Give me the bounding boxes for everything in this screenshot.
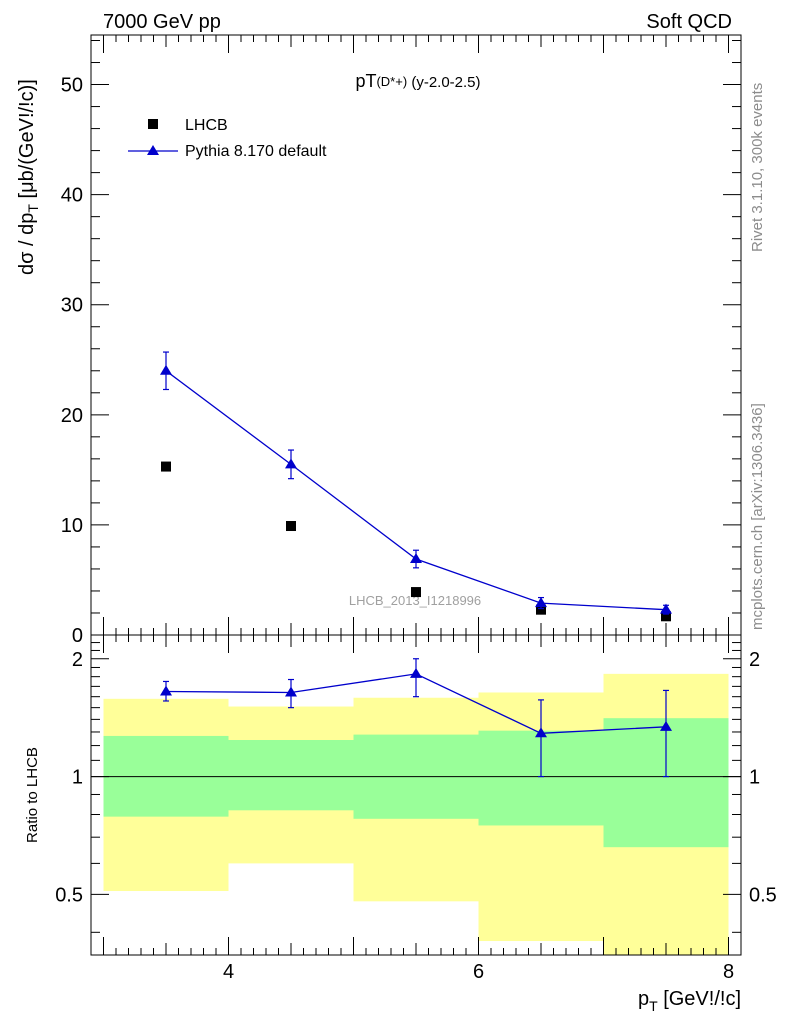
ratio-y-tick-label-right: 2: [749, 649, 760, 671]
ratio-y-tick-label-right: 1: [749, 767, 760, 789]
pythia-point: [660, 603, 672, 614]
top-plot-area: [160, 351, 672, 622]
ratio-point: [285, 686, 297, 697]
legend-marker-pythia: [147, 145, 159, 155]
ratio-point: [160, 685, 172, 696]
x-tick-label: 8: [723, 961, 734, 983]
ratio-y-tick-label: 1: [72, 767, 83, 789]
rivet-label: Rivet 3.1.10, 300k events: [749, 83, 766, 252]
ratio-plot-area: [91, 658, 741, 955]
ratio-point: [535, 727, 547, 738]
uncertainty-band-inner: [228, 740, 354, 811]
pythia-point: [285, 458, 297, 469]
ratio-y-tick-label: 0.5: [55, 884, 83, 906]
pythia-point: [160, 364, 172, 375]
top-y-axis: 0 10 20 30 40 50: [61, 40, 741, 647]
lhcb-point: [661, 611, 671, 622]
legend-label-lhcb: LHCB: [185, 117, 228, 134]
top-title: pT(D*+) (y-2.0-2.5): [355, 71, 480, 91]
pythia-line: [165, 370, 667, 611]
lhcb-point: [161, 461, 171, 472]
top-y-tick-label: 40: [61, 185, 83, 207]
ratio-y-tick-label: 2: [72, 649, 83, 671]
ratio-point: [410, 667, 422, 678]
bottom-y-axis: 0.5 0.5 1 1 2 2: [55, 642, 777, 933]
lhcb-point: [286, 521, 296, 532]
bottom-panel: 0.5 0.5 1 1 2 2 4 6 8 Ratio to LHCB pT [GeV!/!c…: [24, 634, 777, 1014]
top-panel: LHCB_2013_I1218996 0 10 20 30 40 50 pT(D*+) (…: [16, 34, 742, 647]
top-y-label: dσ / dpT [μb/(GeV!/!c)]: [16, 79, 41, 275]
top-y-tick-label: 30: [61, 295, 83, 317]
legend-marker-lhcb: [148, 119, 158, 129]
ratio-y-tick-label-right: 0.5: [749, 884, 777, 906]
top-y-tick-label: 20: [61, 405, 83, 427]
ratio-point: [660, 720, 672, 731]
bottom-x-axis: 4 6 8: [103, 635, 734, 983]
mcplots-label: mcplots.cern.ch [arXiv:1306.3436]: [749, 403, 766, 630]
top-y-tick-label: 50: [61, 75, 83, 97]
top-y-tick-label: 0: [72, 625, 83, 647]
top-x-axis: [103, 35, 729, 635]
top-y-tick-label: 10: [61, 515, 83, 537]
title-main: pT: [355, 71, 376, 91]
x-tick-label: 6: [473, 961, 484, 983]
watermark: LHCB_2013_I1218996: [349, 593, 481, 608]
legend-label-pythia: Pythia 8.170 default: [185, 143, 327, 160]
pythia-point: [535, 597, 547, 608]
pythia-point: [410, 553, 422, 564]
lhcb-point: [411, 587, 421, 598]
ratio-y-label: Ratio to LHCB: [24, 747, 41, 843]
x-tick-label: 4: [223, 961, 234, 983]
header-energy: 7000 GeV pp: [103, 11, 221, 33]
header-process: Soft QCD: [646, 11, 732, 33]
lhcb-point: [536, 604, 546, 615]
legend: LHCB Pythia 8.170 default: [128, 117, 327, 160]
title-particle: (D*+): [376, 74, 407, 89]
x-axis-label: pT [GeV!/!c]: [638, 988, 741, 1014]
title-suffix: (y-2.0-2.5): [407, 74, 480, 91]
